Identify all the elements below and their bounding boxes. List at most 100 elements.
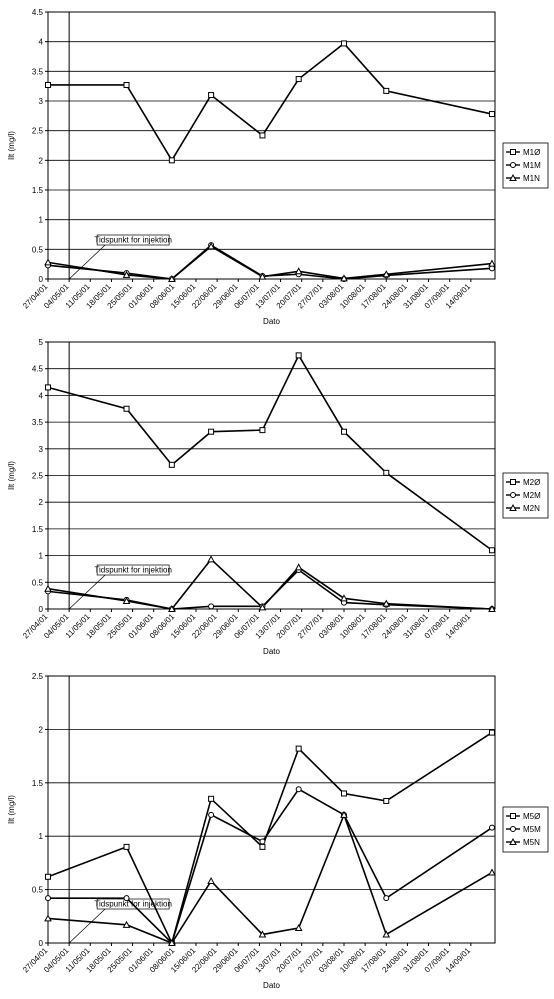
annotation: Tidspunkt for injektion xyxy=(94,566,172,575)
y-tick-label: 0 xyxy=(39,275,44,284)
legend-marker xyxy=(509,503,517,511)
marker xyxy=(383,87,390,94)
marker xyxy=(382,270,391,278)
marker xyxy=(340,790,347,797)
marker xyxy=(383,797,390,804)
legend-label: M1Ø xyxy=(523,148,540,157)
marker xyxy=(167,604,176,612)
annotation-box xyxy=(96,234,170,246)
legend-marker xyxy=(510,492,516,498)
marker xyxy=(207,877,215,885)
marker xyxy=(122,596,131,604)
marker xyxy=(295,352,302,359)
y-axis-label: Ilt (mg/l) xyxy=(7,795,16,824)
chart: 00.511.522.527/04/0104/05/0111/05/0118/0… xyxy=(7,672,549,990)
y-tick-label: 3.5 xyxy=(32,67,44,76)
legend-marker xyxy=(510,826,516,832)
marker xyxy=(123,405,130,412)
y-tick-label: 3.5 xyxy=(32,418,44,427)
y-tick-label: 3 xyxy=(39,97,44,106)
marker xyxy=(259,427,266,434)
y-tick-label: 1 xyxy=(39,832,44,841)
y-tick-label: 4.5 xyxy=(32,365,44,374)
annotation-pointer xyxy=(68,574,106,610)
marker xyxy=(340,428,347,435)
legend-label: M5N xyxy=(523,838,540,847)
y-tick-label: 2.5 xyxy=(32,472,44,481)
marker xyxy=(44,584,52,592)
y-tick-label: 4 xyxy=(39,38,44,47)
annotation-box xyxy=(96,564,170,576)
chart: 00.511.522.533.544.5527/04/0104/05/0111/… xyxy=(7,338,549,656)
marker xyxy=(383,895,390,902)
series-line xyxy=(47,244,493,280)
marker xyxy=(259,132,266,139)
marker xyxy=(488,259,496,267)
legend-marker xyxy=(510,149,516,155)
marker xyxy=(123,895,130,902)
y-tick-label: 0 xyxy=(39,939,44,948)
marker xyxy=(167,938,176,946)
marker xyxy=(382,930,391,938)
marker xyxy=(382,599,391,607)
marker xyxy=(259,843,266,850)
y-tick-label: 4.5 xyxy=(32,8,44,17)
y-tick-label: 0.5 xyxy=(32,886,44,895)
series-line xyxy=(47,245,493,280)
annotation: Tidspunkt for injektion xyxy=(94,236,172,245)
x-axis-label: Dato xyxy=(263,317,280,326)
x-axis-label: Dato xyxy=(263,647,280,656)
y-tick-label: 2.5 xyxy=(32,672,44,681)
marker xyxy=(45,384,51,391)
marker xyxy=(258,603,267,611)
y-tick-label: 4 xyxy=(39,391,44,400)
series-line xyxy=(47,353,493,551)
marker xyxy=(295,786,302,793)
y-tick-label: 1.5 xyxy=(32,525,44,534)
marker xyxy=(207,555,215,563)
marker xyxy=(44,258,52,266)
marker xyxy=(208,795,215,802)
legend-label: M1N xyxy=(523,174,540,183)
annotation-pointer xyxy=(68,908,106,944)
marker xyxy=(340,594,348,602)
marker xyxy=(294,267,303,275)
marker xyxy=(488,824,495,831)
y-tick-label: 0.5 xyxy=(32,578,44,587)
y-axis-label: Ilt (mg/l) xyxy=(7,461,16,490)
marker xyxy=(488,604,496,612)
legend-label: M1M xyxy=(523,161,541,170)
marker xyxy=(295,76,302,83)
marker xyxy=(45,873,51,880)
marker xyxy=(122,270,131,278)
y-tick-label: 1 xyxy=(39,552,44,561)
marker xyxy=(340,40,347,47)
marker xyxy=(167,274,176,282)
marker xyxy=(123,81,130,88)
marker xyxy=(207,242,215,250)
marker xyxy=(340,274,348,282)
legend-label: M2M xyxy=(523,491,541,500)
marker xyxy=(488,729,495,736)
series-line xyxy=(48,42,493,162)
y-tick-label: 2.5 xyxy=(32,127,44,136)
marker xyxy=(168,157,175,164)
marker xyxy=(45,81,51,88)
marker xyxy=(383,469,390,476)
legend-label: M2Ø xyxy=(523,478,540,487)
y-tick-label: 1.5 xyxy=(32,779,44,788)
legend-marker xyxy=(510,479,516,485)
marker xyxy=(488,111,495,118)
marker xyxy=(208,428,215,435)
annotation-pointer xyxy=(68,244,106,280)
marker xyxy=(488,547,495,554)
marker xyxy=(208,811,215,818)
marker xyxy=(295,745,302,752)
legend-marker xyxy=(509,173,517,181)
marker xyxy=(122,920,131,928)
y-tick-label: 0.5 xyxy=(32,245,44,254)
legend-marker xyxy=(510,162,516,168)
marker xyxy=(208,92,215,99)
series-line xyxy=(47,812,493,944)
marker xyxy=(258,272,267,280)
